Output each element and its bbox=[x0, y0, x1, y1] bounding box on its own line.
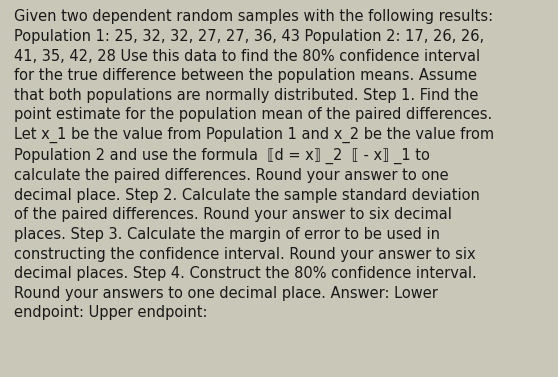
Text: Given two dependent random samples with the following results:
Population 1: 25,: Given two dependent random samples with … bbox=[14, 9, 494, 320]
